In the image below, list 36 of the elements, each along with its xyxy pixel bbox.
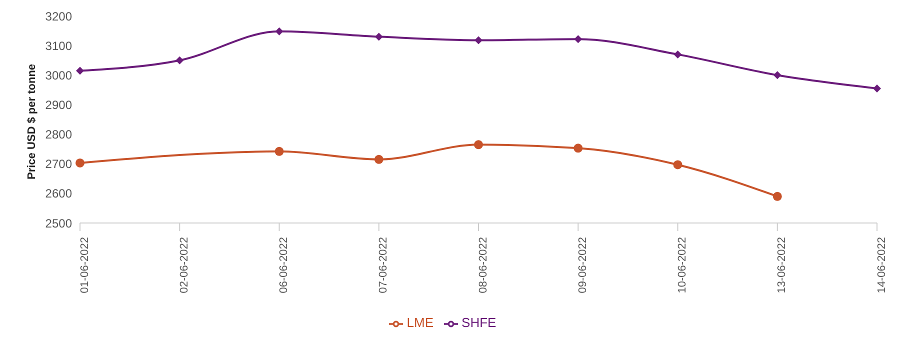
x-tick-label: 02-06-2022 bbox=[178, 237, 190, 294]
point bbox=[772, 192, 782, 201]
point bbox=[574, 144, 583, 153]
legend-label: SHFE bbox=[462, 315, 496, 330]
point bbox=[673, 160, 682, 170]
x-tick-label: 07-06-2022 bbox=[378, 237, 390, 294]
y-tick-label: 3200 bbox=[45, 9, 72, 24]
y-tick-label: 3000 bbox=[45, 68, 72, 82]
y-tick-label: 3100 bbox=[45, 38, 72, 53]
x-tick-label: 06-06-2022 bbox=[278, 237, 290, 294]
point bbox=[275, 27, 284, 36]
point bbox=[674, 50, 682, 58]
y-tick-label: 2600 bbox=[45, 186, 72, 201]
point bbox=[374, 154, 384, 164]
point bbox=[274, 146, 284, 156]
point bbox=[176, 56, 184, 64]
legend-label: LME bbox=[406, 315, 434, 330]
point bbox=[374, 32, 383, 41]
y-tick-label: 2800 bbox=[45, 128, 72, 142]
y-tick-label: 2500 bbox=[45, 216, 72, 230]
point bbox=[474, 140, 483, 150]
point bbox=[76, 158, 84, 168]
x-tick-label: 01-06-2022 bbox=[78, 237, 91, 294]
y-tick-label: 2900 bbox=[45, 98, 72, 112]
x-tick-label: 14-06-2022 bbox=[876, 237, 888, 294]
x-tick-label: 10-06-2022 bbox=[676, 237, 689, 294]
y-tick-label: 2700 bbox=[45, 157, 72, 172]
y-axis-title: Price USD $ per tonne bbox=[26, 64, 38, 180]
x-tick-label: 08-06-2022 bbox=[477, 237, 490, 294]
x-tick-label: 09-06-2022 bbox=[576, 237, 589, 294]
point bbox=[474, 36, 482, 44]
x-tick-label: 13-06-2022 bbox=[776, 237, 788, 294]
point bbox=[574, 35, 582, 44]
point bbox=[773, 71, 782, 80]
point bbox=[873, 84, 881, 92]
point bbox=[76, 66, 84, 75]
